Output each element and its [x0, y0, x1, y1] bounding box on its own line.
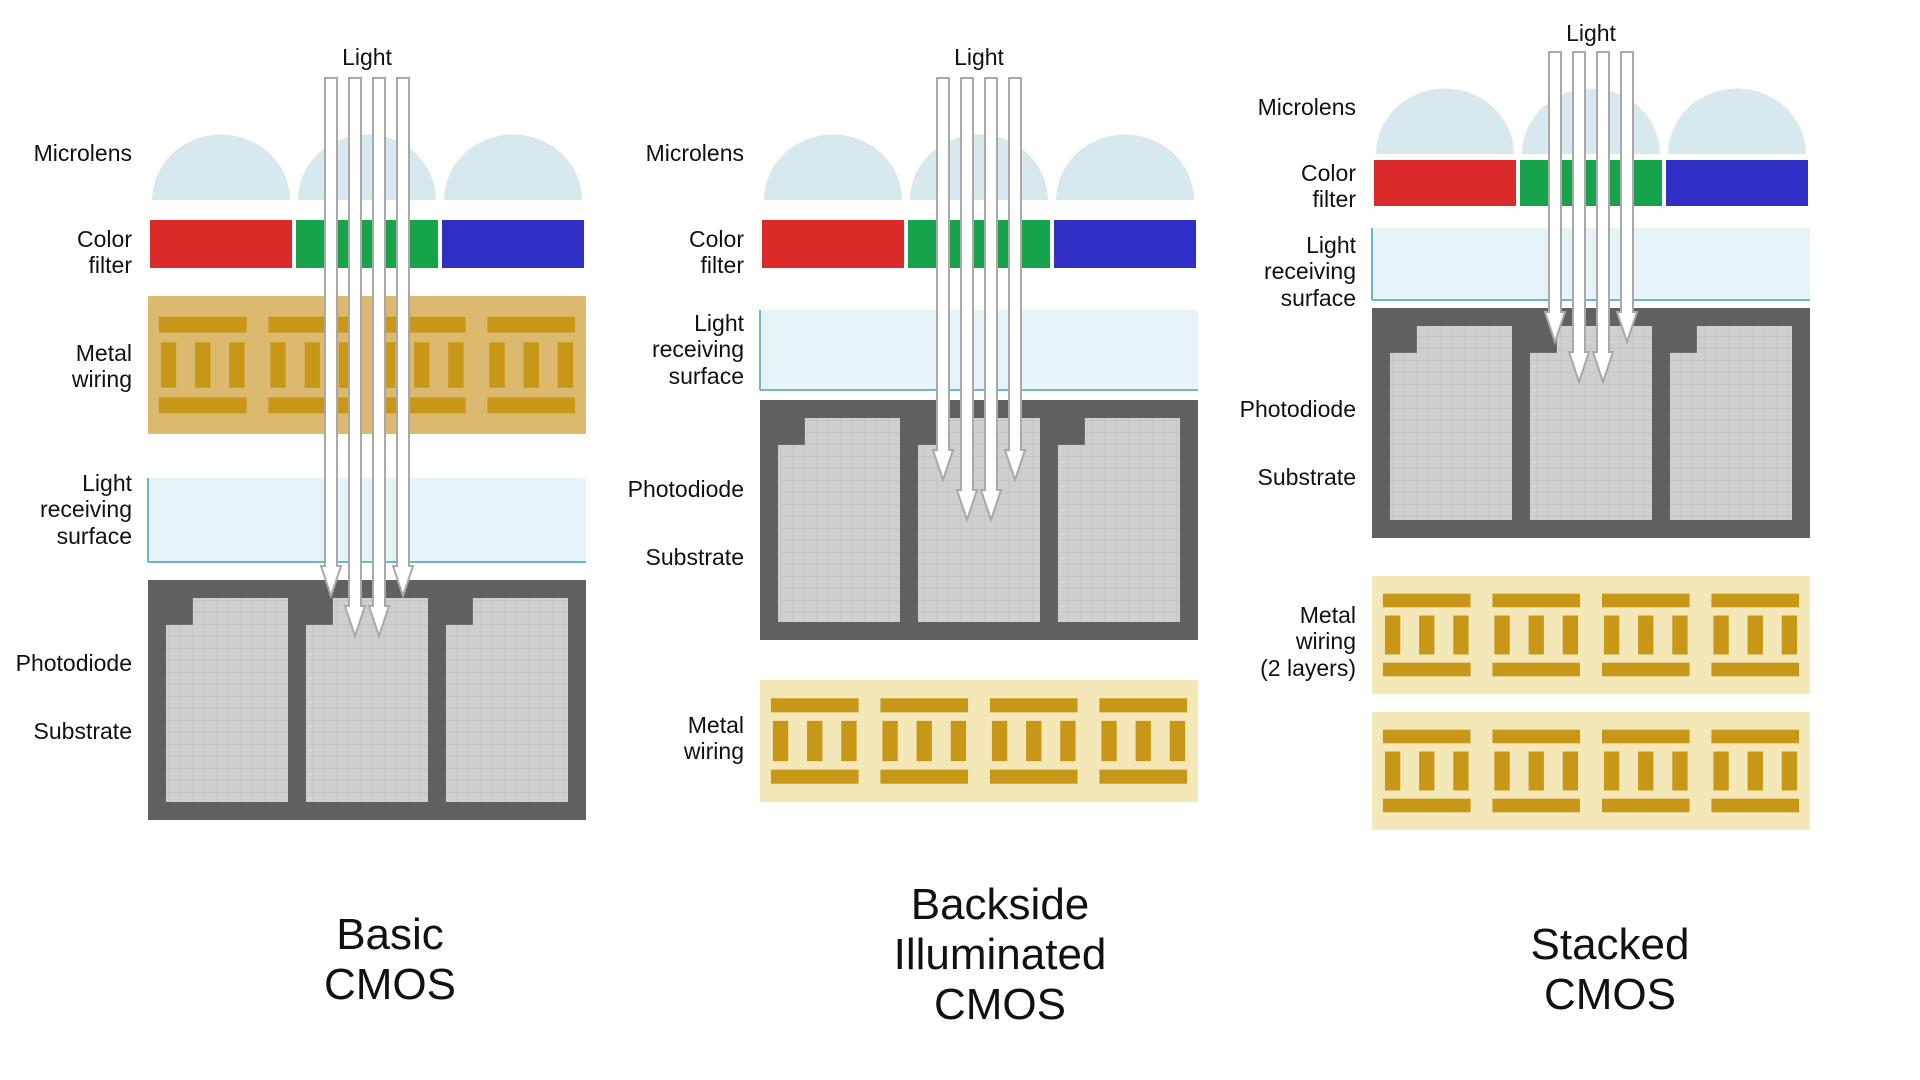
backside-title: Backside Illuminated CMOS — [870, 880, 1130, 1030]
backside-label-substrate: Substrate — [586, 544, 744, 570]
stacked-label-microlens: Microlens — [1198, 94, 1356, 120]
basic-label-light: Light — [217, 44, 517, 70]
stacked-label-metal: Metal wiring (2 layers) — [1198, 602, 1356, 681]
backside-label-surface: Light receiving surface — [586, 310, 744, 389]
stacked-label-photodiode: Photodiode — [1198, 396, 1356, 422]
basic-title: Basic CMOS — [260, 910, 520, 1010]
stacked-label-substrate: Substrate — [1198, 464, 1356, 490]
backside-label-microlens: Microlens — [586, 140, 744, 166]
stacked-label-color: Color filter — [1198, 160, 1356, 213]
backside-label-metal: Metal wiring — [586, 712, 744, 765]
basic-label-surface: Light receiving surface — [0, 470, 132, 549]
backside-label-light: Light — [829, 44, 1129, 70]
basic-label-color: Color filter — [0, 226, 132, 279]
basic-label-microlens: Microlens — [0, 140, 132, 166]
stacked-title: Stacked CMOS — [1470, 920, 1750, 1020]
backside-label-photodiode: Photodiode — [586, 476, 744, 502]
basic-label-photodiode: Photodiode — [0, 650, 132, 676]
basic-label-substrate: Substrate — [0, 718, 132, 744]
stacked-label-surface: Light receiving surface — [1198, 232, 1356, 311]
cmos-diagram: Light Microlens Color filter Metal wiring Li… — [0, 0, 1920, 1080]
backside-label-color: Color filter — [586, 226, 744, 279]
stacked-label-light: Light — [1441, 20, 1741, 46]
basic-label-metal: Metal wiring — [0, 340, 132, 393]
